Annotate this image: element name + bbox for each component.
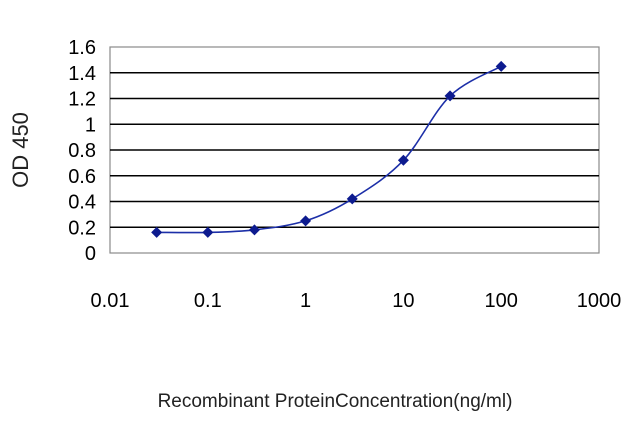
y-tick-label: 0 [85,243,96,265]
y-tick-label: 1 [85,114,96,136]
x-tick-label: 10 [392,290,414,312]
y-tick-label: 0.4 [68,192,96,214]
x-tick-label: 0.1 [194,290,222,312]
series-line [156,65,502,234]
x-tick-label: 0.01 [91,290,130,312]
x-tick-label: 1 [300,290,311,312]
y-tick-label: 1.4 [68,63,96,85]
data-point-marker [495,60,507,72]
y-tick-label: 0.8 [68,140,96,162]
data-point-marker [397,154,409,166]
x-tick-label: 1000 [577,290,622,312]
data-point-marker [248,224,260,236]
data-point-marker [346,193,358,205]
y-tick-label: 1.2 [68,89,96,111]
data-point-marker [151,226,163,238]
y-axis-title: OD 450 [8,112,33,188]
data-points [151,60,507,238]
data-point-marker [202,226,214,238]
grid-lines [110,71,599,229]
y-tick-label: 0.6 [68,166,96,188]
x-axis-tick-labels: 0.01 0.1 1 10 100 1000 [91,290,622,312]
x-axis-title: Recombinant ProteinConcentration(ng/ml) [158,391,513,412]
y-axis-tick-labels: 0 0.2 0.4 0.6 0.8 1 1.2 1.4 1.6 [68,37,96,265]
x-tick-label: 100 [485,290,518,312]
y-tick-label: 1.6 [68,37,96,59]
data-point-marker [444,90,456,102]
y-tick-label: 0.2 [68,217,96,239]
data-point-marker [300,215,312,227]
